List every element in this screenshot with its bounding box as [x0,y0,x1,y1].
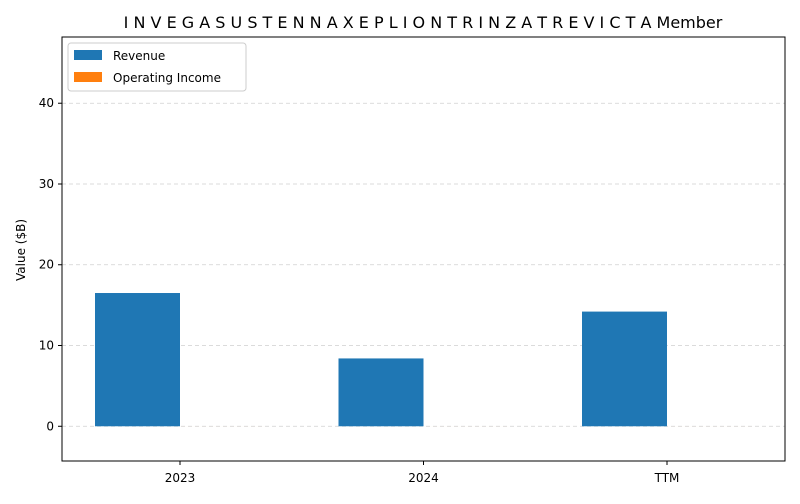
y-tick-label: 10 [39,339,54,353]
legend-swatch-operating-income [74,72,102,82]
y-axis-label: Value ($B) [14,219,28,281]
x-tick-label: 2024 [408,471,439,485]
x-tick-label: 2023 [165,471,196,485]
bar-revenue-ttm [582,312,667,427]
axis-ticks: 0 10 20 30 40 2023 2024 TTM [39,96,680,485]
legend: Revenue Operating Income [68,43,246,91]
chart-title: I N V E G A S U S T E N N A X E P L I O … [124,13,723,32]
legend-swatch-revenue [74,50,102,60]
y-tick-label: 0 [46,419,54,433]
y-tick-label: 40 [39,96,54,110]
bar-revenue-2023 [95,293,180,426]
bars [95,293,752,426]
x-tick-label: TTM [654,471,680,485]
y-tick-label: 30 [39,177,54,191]
legend-label-operating-income: Operating Income [113,71,221,85]
bar-revenue-2024 [339,358,424,426]
y-tick-label: 20 [39,258,54,272]
legend-label-revenue: Revenue [113,49,165,63]
